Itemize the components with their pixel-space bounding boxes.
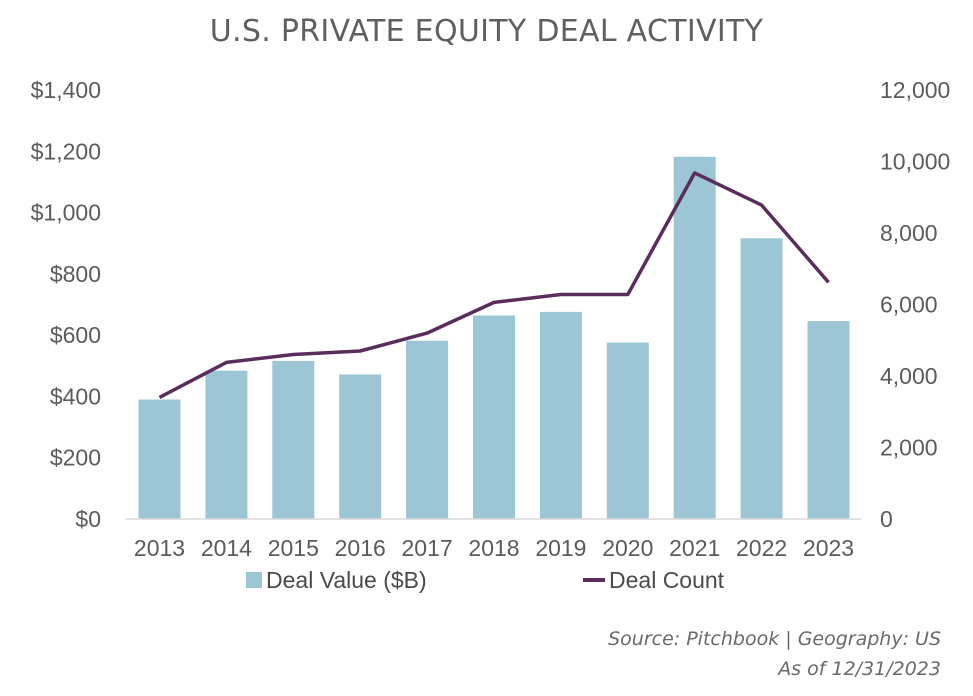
source-note: Source: Pitchbook | Geography: US xyxy=(608,628,941,650)
x-tick-label-2018: 2018 xyxy=(468,535,519,561)
x-tick-label-2014: 2014 xyxy=(201,535,252,561)
legend-label-deal-count: Deal Count xyxy=(609,567,725,593)
left-tick-label: $1,200 xyxy=(31,138,101,164)
left-tick-label: $1,000 xyxy=(31,200,101,226)
legend-label-deal-value: Deal Value ($B) xyxy=(266,567,427,593)
chart-title: U.S. PRIVATE EQUITY DEAL ACTIVITY xyxy=(209,14,764,49)
right-axis-ticks: 0 2,000 4,000 6,000 8,000 10,000 12,000 xyxy=(880,77,950,532)
x-tick-label-2013: 2013 xyxy=(134,535,185,561)
x-tick-label-2017: 2017 xyxy=(402,535,453,561)
right-tick-label: 0 xyxy=(880,506,893,532)
legend-swatch-deal-value xyxy=(246,572,262,588)
bar-deal-value-2021 xyxy=(673,156,716,520)
x-tick-label-2019: 2019 xyxy=(535,535,586,561)
right-tick-label: 10,000 xyxy=(880,149,950,175)
bar-deal-value-2018 xyxy=(473,315,515,519)
left-tick-label: $400 xyxy=(50,383,101,409)
right-tick-label: 8,000 xyxy=(880,220,938,246)
right-tick-label: 2,000 xyxy=(880,435,938,461)
left-tick-label: $0 xyxy=(75,506,101,532)
left-tick-label: $1,400 xyxy=(31,77,101,103)
as-of-date: As of 12/31/2023 xyxy=(778,658,941,680)
bar-deal-value-2013 xyxy=(138,399,181,519)
bar-deal-value-2016 xyxy=(339,374,382,519)
x-axis-ticks: 2013 2014 2015 2016 2017 2018 2019 2020 2021 2022… xyxy=(134,535,854,561)
right-tick-label: 12,000 xyxy=(880,77,950,103)
left-tick-label: $800 xyxy=(50,261,101,287)
bar-deal-value-2014 xyxy=(205,370,248,519)
right-tick-label: 4,000 xyxy=(880,363,938,389)
bar-deal-value-2019 xyxy=(539,311,582,519)
bar-deal-value-2022 xyxy=(740,238,783,520)
line-layer xyxy=(158,171,830,399)
bar-deal-value-2017 xyxy=(406,340,449,519)
x-tick-label-2022: 2022 xyxy=(736,535,787,561)
left-axis-ticks: $0 $200 $400 $600 $800 $1,000 $1,200 $1,400 xyxy=(31,77,101,532)
right-tick-label: 6,000 xyxy=(880,292,938,318)
x-tick-label-2021: 2021 xyxy=(669,535,720,561)
x-tick-label-2020: 2020 xyxy=(602,535,653,561)
legend: Deal Value ($B) Deal Count xyxy=(246,567,725,593)
left-tick-label: $200 xyxy=(50,445,101,471)
bar-deal-value-2015 xyxy=(272,360,315,519)
x-tick-label-2016: 2016 xyxy=(335,535,386,561)
bar-deal-value-2023 xyxy=(807,321,850,519)
bars-layer xyxy=(138,156,850,520)
bar-deal-value-2020 xyxy=(606,342,649,519)
left-tick-label: $600 xyxy=(50,322,101,348)
x-tick-label-2015: 2015 xyxy=(268,535,319,561)
x-tick-label-2023: 2023 xyxy=(803,535,854,561)
